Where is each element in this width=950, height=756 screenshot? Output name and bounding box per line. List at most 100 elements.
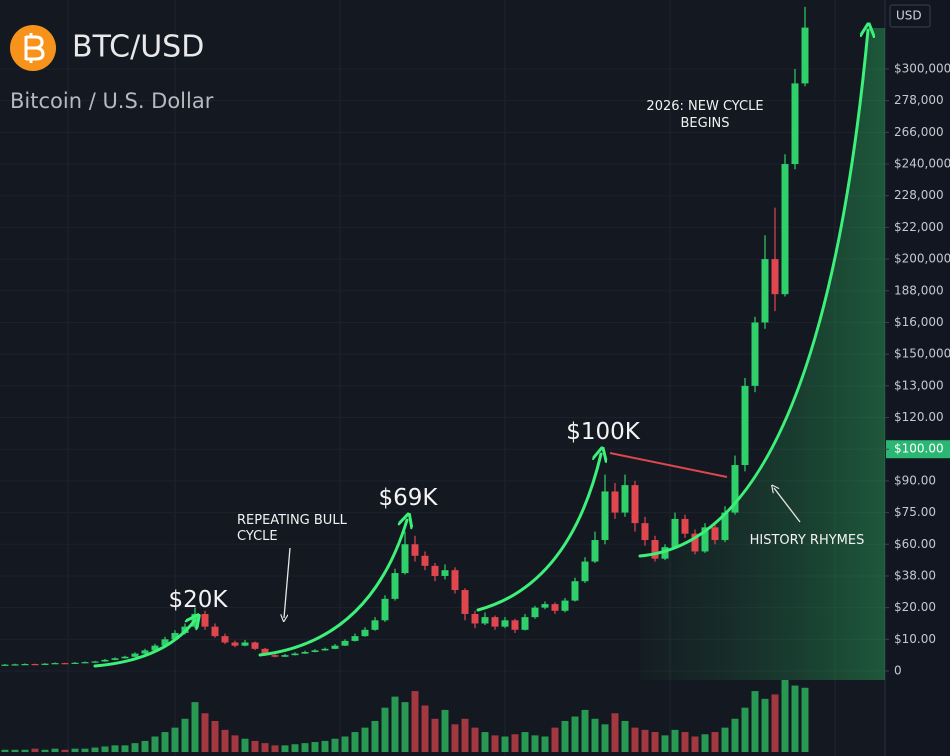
y-tick-label: 278,000 xyxy=(894,93,944,107)
volume-bar xyxy=(241,738,249,752)
volume-bar xyxy=(461,718,469,752)
cycle-arrow xyxy=(476,454,601,612)
candle-body xyxy=(581,561,589,582)
cycle-arrow xyxy=(258,520,407,657)
y-tick-label: 266,000 xyxy=(894,125,944,139)
annotation-line: $69K xyxy=(379,485,439,511)
candle-body xyxy=(711,527,719,541)
y-tick-label: $100.00 xyxy=(894,442,944,456)
volume-bar xyxy=(131,743,139,752)
candle-body xyxy=(481,617,489,624)
volume-bar xyxy=(501,736,509,752)
volume-bar xyxy=(331,738,339,752)
candle-body xyxy=(141,650,149,654)
annotation: $69K xyxy=(379,485,439,511)
candle-body xyxy=(41,663,49,665)
volume-bar xyxy=(101,746,109,752)
candle-body xyxy=(661,547,669,559)
volume-bar xyxy=(121,745,129,752)
price-axis: 0 $10.00 $20.00 $38.00 $60.00 $75.00 $90.00 $10… xyxy=(885,62,950,678)
candle-body xyxy=(751,322,759,386)
y-tick-label: $300,000 xyxy=(894,62,950,76)
subtitle: Bitcoin / U.S. Dollar xyxy=(10,89,214,113)
candle-body xyxy=(151,645,159,651)
volume-bar xyxy=(111,745,119,752)
volume-bar xyxy=(451,724,459,752)
candle-body xyxy=(511,620,519,630)
volume-bar xyxy=(411,691,419,752)
volume-bar xyxy=(561,720,569,752)
volume-bar xyxy=(541,736,549,752)
volume-bar xyxy=(591,718,599,752)
volume-bar xyxy=(531,735,539,752)
candle-body xyxy=(601,491,609,541)
y-tick-label: $38.00 xyxy=(894,568,936,582)
candle-body xyxy=(321,648,329,651)
annotation-line: REPEATING BULL xyxy=(237,513,348,528)
volume-bar xyxy=(211,720,219,752)
annotation-line: $100K xyxy=(566,419,641,445)
volume-bar xyxy=(471,727,479,752)
volume-bar xyxy=(141,740,149,752)
volume-bar xyxy=(31,748,39,752)
volume-bar xyxy=(681,732,689,752)
currency: USD xyxy=(896,9,922,23)
candle-body xyxy=(691,533,699,552)
volume-bar xyxy=(651,732,659,752)
volume-bar xyxy=(721,727,729,752)
y-tick-label: $13,000 xyxy=(894,378,944,392)
candle-body xyxy=(461,590,469,614)
volume-bar xyxy=(171,727,179,752)
candle-body xyxy=(791,83,799,165)
volume-bar xyxy=(601,724,609,752)
y-tick-label: $60.00 xyxy=(894,537,936,551)
volume-bar xyxy=(511,734,519,752)
candle-body xyxy=(621,485,629,513)
volume-bar xyxy=(401,702,409,752)
volume-bar xyxy=(581,709,589,752)
candle-body xyxy=(101,659,109,662)
cycle-arrow xyxy=(93,620,195,668)
annotation: 2026: NEW CYCLE BEGINS xyxy=(646,99,763,131)
candle-body xyxy=(571,581,579,601)
candle-body xyxy=(131,653,139,657)
annotation-line: 2026: NEW CYCLE xyxy=(646,99,763,114)
volume-bar xyxy=(291,744,299,752)
volume-bar xyxy=(421,705,429,752)
volume-bar xyxy=(221,729,229,752)
candle-body xyxy=(551,604,559,611)
candle-body xyxy=(801,27,809,84)
y-tick-label: $16,000 xyxy=(894,315,944,329)
candle-body xyxy=(611,491,619,513)
candle-body xyxy=(451,570,459,591)
annotation: REPEATING BULL CYCLE xyxy=(237,513,348,544)
candle-body xyxy=(381,598,389,621)
candle-body xyxy=(221,636,229,643)
candle-body xyxy=(171,632,179,640)
y-tick-label: $75.00 xyxy=(894,505,936,519)
volume-bar xyxy=(481,732,489,752)
volume-bar xyxy=(521,732,529,752)
annotation-line: HISTORY RHYMES xyxy=(750,533,865,548)
volume-bar xyxy=(41,749,49,752)
volume-bar xyxy=(731,718,739,752)
y-tick-label: $90.00 xyxy=(894,473,936,487)
volume-bar xyxy=(161,732,169,752)
candle-body xyxy=(311,650,319,652)
candle-body xyxy=(241,642,249,646)
candle-body xyxy=(361,629,369,637)
candle-body xyxy=(531,607,539,618)
y-tick-label: $22,000 xyxy=(894,220,944,234)
volume-bar xyxy=(201,713,209,752)
candle-body xyxy=(111,658,119,660)
volume-bar xyxy=(631,727,639,752)
volume-bar xyxy=(341,736,349,752)
volume-bar xyxy=(191,702,199,752)
candle-body xyxy=(471,613,479,624)
y-tick-label: $150,000 xyxy=(894,347,950,361)
volume-bar xyxy=(311,742,319,752)
volume-bar xyxy=(261,743,269,752)
title: BTC/USD xyxy=(72,30,204,65)
volume-bar xyxy=(361,727,369,752)
candle-body xyxy=(491,617,499,627)
